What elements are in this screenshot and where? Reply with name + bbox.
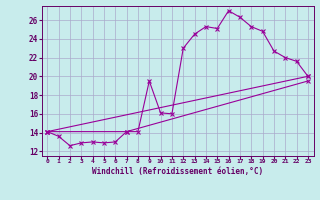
X-axis label: Windchill (Refroidissement éolien,°C): Windchill (Refroidissement éolien,°C) [92, 167, 263, 176]
